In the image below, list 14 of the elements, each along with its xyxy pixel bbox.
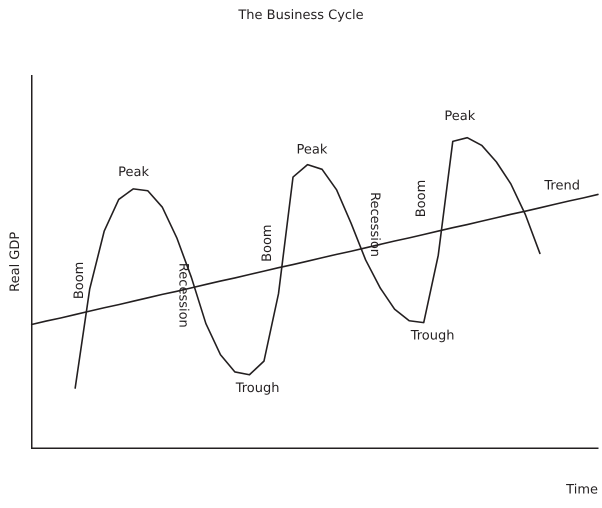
annotation: Trough bbox=[410, 328, 454, 344]
text: Peak bbox=[444, 108, 476, 124]
y-axis-title: Real GDP bbox=[8, 232, 24, 292]
annotation: Peak bbox=[296, 142, 328, 158]
x-axis-title: Time bbox=[565, 482, 598, 498]
annotation: Boom bbox=[72, 262, 88, 300]
annotation: Recession bbox=[366, 192, 382, 258]
annotation: Boom bbox=[414, 180, 430, 218]
annotation: Trough bbox=[234, 380, 280, 396]
chart-title: The Business Cycle bbox=[237, 8, 364, 24]
annotation: Peak bbox=[118, 164, 150, 180]
annotation: Boom bbox=[260, 224, 276, 262]
series-label: Trend bbox=[543, 178, 580, 194]
annotation: Recession bbox=[175, 262, 190, 328]
